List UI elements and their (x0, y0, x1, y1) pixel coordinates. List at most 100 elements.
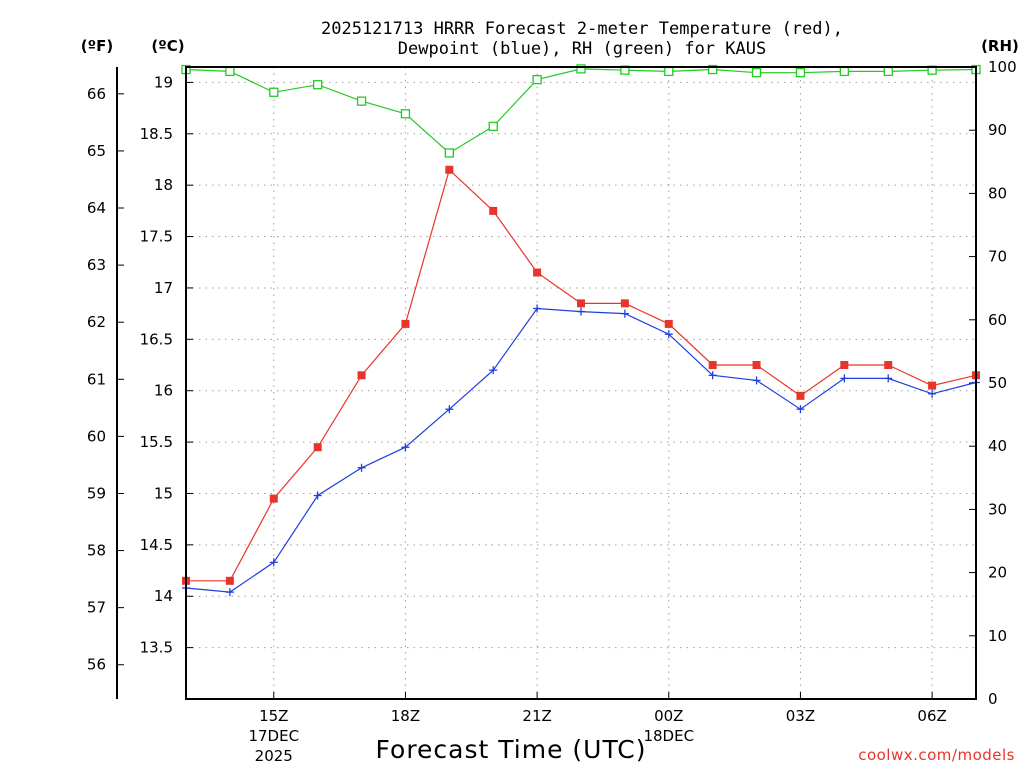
fahrenheit-tick-label: 57 (87, 599, 106, 617)
rh-point (708, 64, 718, 75)
rh-point (488, 121, 498, 132)
date-label: 17DEC (248, 727, 299, 745)
dewpoint-point (752, 376, 761, 385)
temperature-point (269, 494, 278, 503)
celsius-tick-label: 15.5 (140, 433, 173, 451)
dewpoint-point (840, 374, 849, 383)
temperature-point (708, 361, 717, 370)
x-axis-label: Forecast Time (UTC) (376, 735, 647, 764)
celsius-tick-label: 14 (154, 587, 173, 605)
temperature-point (620, 299, 629, 308)
dewpoint-point (357, 463, 366, 472)
axes-layer: 56 57 58 59 60 61 62 63 64 65 66 13.5 14 14.5 15 15.5 16… (87, 58, 1017, 765)
dewpoint-point (533, 304, 542, 313)
fahrenheit-tick-label: 60 (87, 427, 106, 445)
rh-point (576, 64, 586, 74)
dewpoint-point (225, 588, 234, 597)
dewpoint-point (489, 366, 498, 375)
rh-point (883, 66, 893, 77)
dewpoint-point (313, 491, 322, 500)
x-tick-label: 18Z (391, 707, 420, 725)
rh-tick-label: 20 (988, 564, 1007, 582)
rh-point (225, 66, 235, 77)
dewpoint-point (884, 374, 893, 383)
temperature-point (840, 361, 849, 370)
dewpoint-point (620, 309, 629, 318)
x-tick-label: 00Z (654, 707, 683, 725)
x-tick-label: 03Z (786, 707, 815, 725)
chart-title-line-1: 2025121713 HRRR Forecast 2-meter Tempera… (321, 19, 843, 39)
fahrenheit-tick-label: 66 (87, 85, 106, 103)
rh-tick-label: 90 (988, 121, 1007, 139)
rh-point (400, 109, 411, 119)
celsius-tick-label: 16.5 (140, 330, 173, 348)
temperature-point (357, 371, 366, 380)
credit-link[interactable]: coolwx.com/models (858, 746, 1015, 764)
rh-unit-label: (RH) (981, 37, 1019, 55)
rh-tick-label: 80 (988, 184, 1007, 202)
temperature-point (225, 576, 234, 585)
date-label: 2025 (255, 747, 293, 765)
dewpoint-point (401, 443, 410, 452)
celsius-tick-label: 18 (154, 176, 173, 194)
temperature-point (533, 268, 542, 277)
rh-tick-label: 100 (988, 58, 1017, 76)
temperature-point (796, 391, 805, 400)
plot-frame-overlay (185, 66, 977, 700)
rh-point (444, 148, 454, 158)
dewpoint-point (445, 405, 454, 414)
rh-point (532, 74, 542, 85)
rh-point (839, 66, 849, 77)
rh-tick-label: 30 (988, 500, 1007, 518)
celsius-tick-label: 13.5 (140, 639, 173, 657)
temperature-point (401, 319, 410, 328)
rh-tick-label: 0 (988, 690, 998, 708)
fahrenheit-tick-label: 62 (87, 313, 106, 331)
celsius-unit-label: (ºC) (151, 37, 184, 55)
fahrenheit-tick-label: 65 (87, 142, 106, 160)
rh-point (313, 80, 323, 90)
fahrenheit-tick-label: 59 (87, 484, 106, 502)
x-tick-label: 21Z (522, 707, 551, 725)
fahrenheit-tick-label: 58 (87, 542, 106, 560)
temperature-point (752, 361, 761, 370)
date-label: 18DEC (643, 727, 694, 745)
fahrenheit-tick-label: 56 (87, 656, 106, 674)
rh-point (269, 87, 279, 97)
grid-layer (186, 67, 976, 699)
chart-title-line-2: Dewpoint (blue), RH (green) for KAUS (398, 39, 766, 59)
fahrenheit-tick-label: 64 (87, 199, 106, 217)
celsius-tick-label: 17.5 (140, 228, 173, 246)
dewpoint-point (577, 307, 585, 316)
temperature-point (664, 319, 673, 328)
rh-tick-label: 40 (988, 437, 1007, 455)
temperature-point (577, 299, 585, 308)
temperature-point (313, 443, 322, 452)
temperature-point (928, 381, 937, 390)
x-tick-label: 15Z (259, 707, 288, 725)
temperature-point (445, 165, 454, 174)
rh-tick-label: 10 (988, 627, 1007, 645)
celsius-tick-label: 14.5 (140, 536, 173, 554)
celsius-tick-label: 16 (154, 382, 173, 400)
x-tick-label: 06Z (917, 707, 946, 725)
temperature-point (884, 361, 893, 370)
fahrenheit-tick-label: 61 (87, 370, 106, 388)
celsius-tick-label: 17 (154, 279, 173, 297)
fahrenheit-tick-label: 63 (87, 256, 106, 274)
dewpoint-point (928, 389, 937, 398)
rh-tick-label: 70 (988, 248, 1007, 266)
series-layer (181, 64, 981, 700)
dewpoint-point (796, 405, 805, 414)
celsius-tick-label: 18.5 (140, 125, 173, 143)
celsius-tick-label: 15 (154, 484, 173, 502)
rh-point (356, 96, 367, 106)
fahrenheit-unit-label: (ºF) (81, 37, 113, 55)
rh-point (751, 68, 762, 78)
rh-point (664, 66, 674, 77)
rh-point (795, 68, 806, 78)
temperature-point (489, 206, 498, 215)
dewpoint-point (664, 330, 673, 339)
